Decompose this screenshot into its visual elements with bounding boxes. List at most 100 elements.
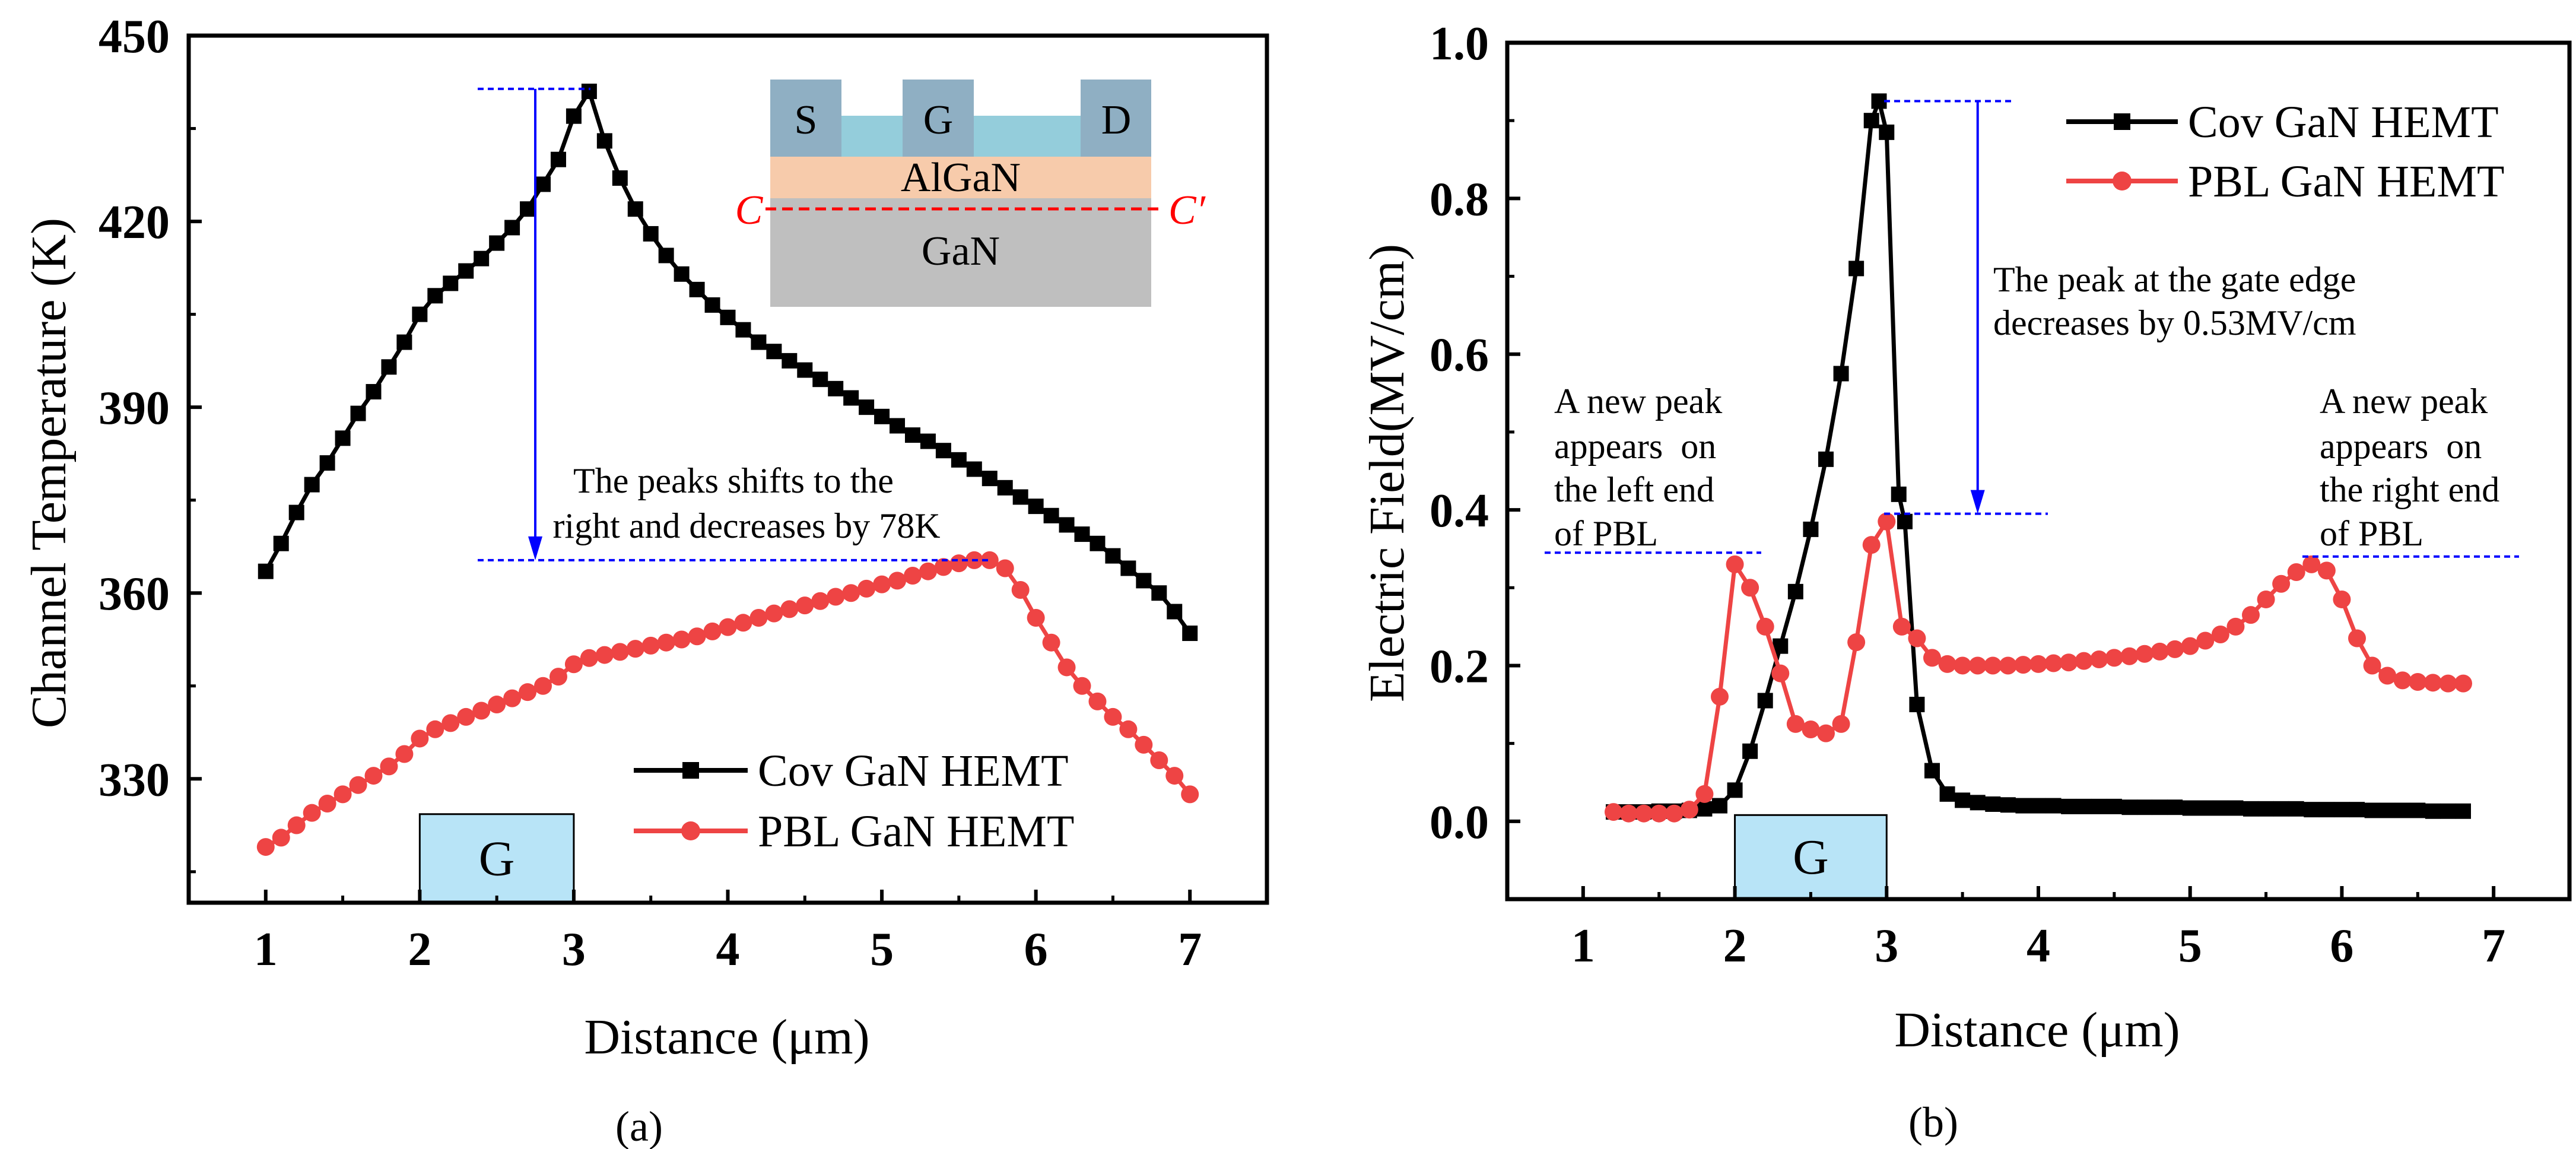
data-point-cov [782, 353, 798, 369]
data-point-pbl [1832, 715, 1850, 733]
data-point-pbl [457, 707, 475, 726]
data-point-pbl [303, 804, 321, 822]
data-point-cov [1090, 535, 1106, 551]
data-point-cov [366, 384, 382, 400]
x-tick-label: 6 [2330, 920, 2353, 972]
data-point-pbl [1088, 692, 1107, 710]
left-peak-annotation: A new peak appears on the left end of PB… [1545, 382, 1761, 554]
data-point-cov [2258, 801, 2274, 817]
y-axis-title: Channel Temperature (K) [21, 218, 77, 728]
data-point-pbl [1057, 658, 1076, 677]
data-point-pbl [287, 816, 306, 834]
data-point-pbl [1027, 608, 1045, 627]
legend-square-marker-icon [2114, 113, 2130, 130]
y-tick-label: 0.6 [1430, 329, 1489, 382]
data-point-pbl [2287, 563, 2305, 582]
data-point-pbl [2181, 637, 2199, 655]
data-point-pbl [2409, 673, 2427, 691]
data-point-pbl [1847, 633, 1866, 652]
data-point-cov [812, 372, 828, 388]
data-point-cov [704, 297, 720, 313]
arrow-head-icon [528, 536, 543, 560]
gate-region-box: G [1734, 814, 1888, 900]
data-point-cov [1985, 796, 2001, 812]
data-point-cov [2288, 801, 2304, 817]
panel-label: (b) [1908, 1099, 1958, 1146]
data-point-pbl [1923, 649, 1941, 667]
data-point-cov [627, 201, 643, 217]
data-point-cov [1727, 782, 1743, 798]
x-tick-label: 6 [1024, 923, 1048, 976]
data-point-pbl [2136, 645, 2153, 663]
series-layer [1605, 93, 2472, 823]
data-point-cov [1167, 604, 1183, 620]
data-point-pbl [2333, 590, 2351, 608]
inset-drain-electrode [1081, 80, 1151, 157]
annotation-text-line: The peak at the gate edge [1993, 260, 2356, 299]
data-point-pbl [1711, 687, 1729, 706]
data-point-cov [1939, 786, 1955, 802]
data-point-cov [2167, 799, 2183, 815]
data-point-pbl [441, 714, 460, 732]
data-point-pbl [2120, 647, 2139, 665]
data-point-pbl [857, 579, 876, 598]
data-point-cov [1970, 795, 1986, 811]
data-point-cov [2212, 800, 2228, 816]
data-point-pbl [1817, 724, 1835, 742]
data-point-cov [2440, 803, 2456, 819]
data-point-pbl [842, 584, 860, 602]
x-tick-label: 2 [408, 923, 431, 976]
data-point-cov [2031, 798, 2046, 814]
data-point-cov [581, 83, 597, 99]
data-point-pbl [1741, 579, 1759, 597]
data-point-cov [2152, 799, 2168, 815]
annotation-text-line: A new peak [2320, 382, 2488, 421]
data-point-cov [997, 480, 1013, 496]
y-tick-label: 1.0 [1430, 18, 1489, 70]
data-point-cov [474, 250, 490, 266]
gate-region-box: G [418, 813, 575, 904]
data-point-cov [1803, 521, 1819, 537]
data-point-pbl [1011, 580, 1030, 599]
data-point-cov [2061, 798, 2077, 814]
data-point-cov [2364, 802, 2380, 818]
data-point-cov [674, 266, 690, 282]
data-point-pbl [888, 572, 907, 590]
data-point-pbl [765, 604, 783, 623]
x-tick-label: 1 [1571, 920, 1595, 972]
data-point-cov [2394, 802, 2410, 818]
data-point-cov [1012, 489, 1028, 505]
data-point-pbl [934, 558, 952, 576]
series-line-pbl [264, 558, 1192, 849]
data-point-cov [2091, 798, 2107, 814]
data-point-pbl [811, 592, 830, 610]
data-point-pbl [1073, 677, 1091, 695]
data-point-cov [751, 334, 767, 350]
data-point-cov [1909, 697, 1925, 713]
x-tick-label: 4 [2027, 920, 2050, 972]
data-point-pbl [2226, 617, 2245, 636]
annotation-text-line: the right end [2320, 470, 2499, 509]
data-point-cov [381, 359, 397, 375]
data-point-cov [2318, 802, 2334, 818]
x-tick-label: 2 [1723, 920, 1747, 972]
data-point-cov [1120, 560, 1136, 576]
data-point-pbl [626, 640, 644, 658]
data-point-cov [1074, 526, 1090, 542]
data-point-pbl [2378, 666, 2397, 685]
data-point-cov [550, 151, 566, 167]
data-point-cov [2106, 798, 2122, 814]
data-point-pbl [2060, 653, 2078, 672]
data-point-pbl [1984, 656, 2002, 675]
legend-label-pbl: PBL GaN HEMT [2188, 157, 2504, 207]
y-tick-label: 0.4 [1430, 485, 1489, 537]
data-point-pbl [719, 618, 737, 636]
data-point-pbl [2044, 654, 2063, 672]
data-point-pbl [611, 643, 629, 661]
gate-box-label: G [1793, 830, 1829, 885]
data-point-cov [2410, 802, 2426, 818]
data-point-pbl [503, 689, 522, 707]
data-point-pbl [488, 696, 506, 714]
axis-ticks: 1 2 3 4 5 6 7 330 360 390 420 450 [99, 11, 1202, 976]
